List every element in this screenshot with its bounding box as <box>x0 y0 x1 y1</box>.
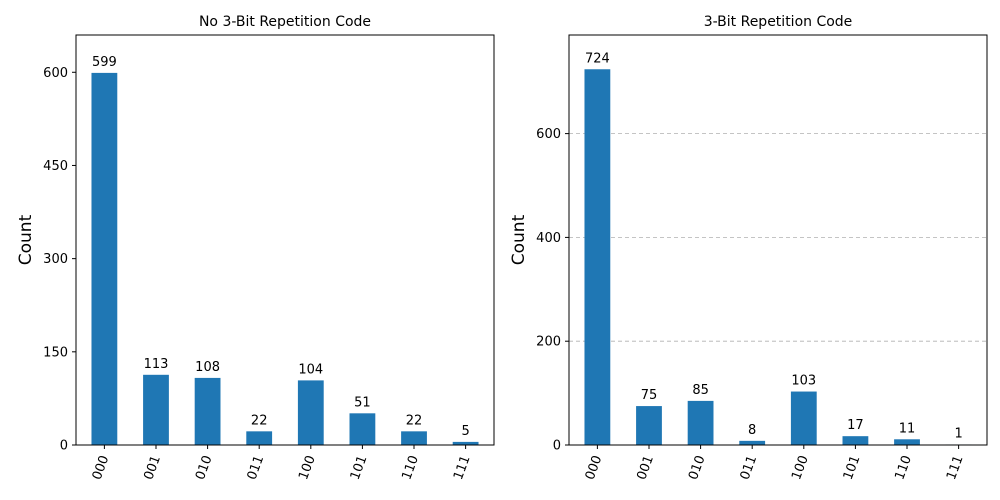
bar-value-label: 51 <box>354 395 371 410</box>
x-tick-label: 101 <box>348 454 371 482</box>
bar-value-label: 1 <box>954 426 962 441</box>
bar-value-label: 599 <box>92 55 117 70</box>
plot-frame <box>75 34 495 446</box>
bar-010 <box>194 377 221 445</box>
bar-100 <box>790 391 817 445</box>
y-axis-label: Count <box>16 214 36 265</box>
bar-111 <box>452 441 479 445</box>
bar-value-label: 104 <box>298 362 323 377</box>
y-tick-label: 600 <box>43 66 68 81</box>
x-tick-label: 011 <box>738 454 761 482</box>
bar-010 <box>687 400 714 445</box>
y-tick-label: 0 <box>553 439 561 454</box>
x-tick-label: 001 <box>634 454 657 482</box>
y-tick-label: 400 <box>536 231 561 246</box>
y-tick-label: 150 <box>43 345 68 360</box>
bar-000 <box>91 72 118 446</box>
x-tick-label: 010 <box>193 454 216 482</box>
y-tick-label: 600 <box>536 127 561 142</box>
bar-value-label: 103 <box>791 374 816 389</box>
bar-value-label: 22 <box>406 413 423 428</box>
y-tick-label: 200 <box>536 335 561 350</box>
x-tick-label: 000 <box>583 454 606 482</box>
bar-value-label: 85 <box>692 383 709 398</box>
y-tick-label: 450 <box>43 159 68 174</box>
bar-110 <box>401 431 427 445</box>
y-axis-label: Count <box>509 214 529 265</box>
chart-title: 3-Bit Repetition Code <box>704 14 853 30</box>
bar-001 <box>636 406 662 445</box>
x-tick-label: 111 <box>451 454 474 482</box>
bar-value-label: 108 <box>195 360 220 375</box>
y-tick-label: 0 <box>60 439 68 454</box>
x-tick-label: 010 <box>686 454 709 482</box>
bar-value-label: 724 <box>585 51 610 66</box>
x-tick-label: 000 <box>90 454 113 482</box>
bar-value-label: 5 <box>461 424 469 439</box>
bar-011 <box>739 440 766 445</box>
y-tick-label: 300 <box>43 252 68 267</box>
bar-000 <box>584 69 611 445</box>
bar-value-label: 22 <box>251 413 268 428</box>
bar-value-label: 8 <box>748 423 756 438</box>
bar-100 <box>297 380 324 445</box>
bar-001 <box>143 374 169 445</box>
bar-value-label: 113 <box>144 357 169 372</box>
x-tick-label: 100 <box>789 454 812 482</box>
chart-title: No 3-Bit Repetition Code <box>199 14 371 30</box>
x-tick-label: 110 <box>892 454 915 482</box>
bar-value-label: 17 <box>847 418 864 433</box>
x-tick-label: 110 <box>399 454 422 482</box>
plot-frame <box>568 34 988 446</box>
bar-101 <box>842 436 869 445</box>
bar-110 <box>894 439 920 445</box>
bar-101 <box>349 413 376 445</box>
bar-value-label: 75 <box>641 388 658 403</box>
bar-011 <box>246 431 273 445</box>
chart-no-repetition-code: 599 113 108 22 104 51 22 5 0 150 300 450 600 000 001 01… <box>16 14 495 482</box>
x-tick-label: 111 <box>944 454 967 482</box>
x-tick-label: 100 <box>296 454 319 482</box>
x-tick-label: 101 <box>841 454 864 482</box>
bar-value-label: 11 <box>899 421 916 436</box>
x-tick-label: 001 <box>141 454 164 482</box>
x-tick-label: 011 <box>245 454 268 482</box>
